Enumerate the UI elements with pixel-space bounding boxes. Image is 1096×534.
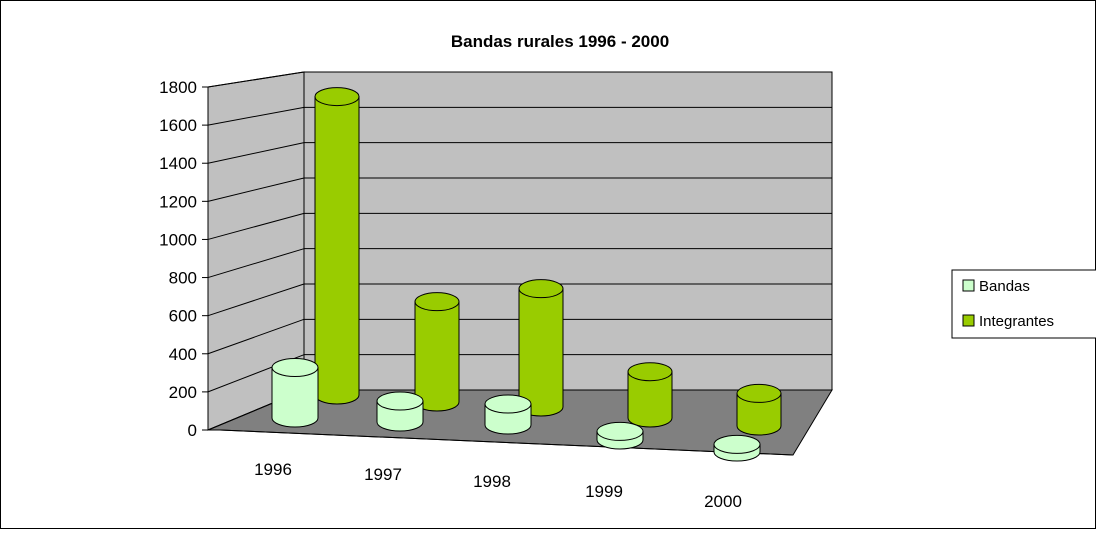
bar-integrantes-1997-top (414, 292, 460, 312)
x-tick-label: 1999 (585, 482, 623, 501)
legend-label-integrantes: Integrantes (979, 313, 1054, 330)
bar-integrantes-1998-body (518, 288, 564, 417)
gridline-side (207, 71, 305, 88)
gridline-side (207, 142, 305, 164)
x-tick-label: 2000 (704, 492, 742, 511)
y-tick-label: 0 (188, 421, 197, 440)
bar-integrantes-1999 (627, 362, 673, 428)
legend: Bandas Integrantes (951, 269, 1096, 339)
y-axis: 0 200 400 600 800 1000 1200 1400 1600 1800 (159, 78, 208, 440)
y-tick-label: 1200 (159, 192, 197, 211)
bar-bandas-1996-body (271, 367, 319, 428)
bar-integrantes-1999-body (627, 371, 673, 428)
gridline-side (207, 177, 305, 202)
bar-bandas-1997-top (376, 391, 424, 411)
bar-bandas-1999-top (596, 421, 644, 441)
y-tick-label: 1400 (159, 154, 197, 173)
x-tick-label: 1998 (473, 472, 511, 491)
gridlines (207, 71, 832, 431)
gridline-side (207, 106, 305, 126)
y-tick-label: 200 (169, 383, 197, 402)
bar-bandas-2000 (713, 434, 761, 462)
bar-integrantes-1999-top (627, 362, 673, 382)
bar-integrantes-1996 (314, 87, 360, 405)
bar-integrantes-1998-top (518, 279, 564, 299)
legend-swatch-bandas (962, 279, 975, 292)
bar-integrantes-1996-top (314, 87, 360, 107)
bar-integrantes-1996-body (314, 96, 360, 405)
x-axis: 1996 1997 1998 1999 2000 (254, 460, 742, 511)
bar-integrantes-2000-body (736, 392, 782, 436)
bar-integrantes-1997 (414, 292, 460, 412)
legend-swatch-integrantes (962, 314, 975, 327)
bar-bandas-1996-top (271, 358, 319, 378)
bar-integrantes-1997-body (414, 301, 460, 412)
legend-box (951, 269, 1096, 339)
x-axis-line (219, 429, 794, 456)
bar-bandas-1996 (271, 358, 319, 428)
chart-title: Bandas rurales 1996 - 2000 (451, 32, 669, 51)
x-tick-label: 1996 (254, 460, 292, 479)
bar-integrantes-1998 (518, 279, 564, 417)
y-tick-label: 1800 (159, 78, 197, 97)
y-tick-label: 1000 (159, 230, 197, 249)
bar-bandas-1998-top (484, 394, 532, 414)
legend-label-bandas: Bandas (979, 278, 1030, 295)
bars (271, 87, 782, 462)
y-tick-label: 1600 (159, 116, 197, 135)
back-wall (303, 71, 833, 391)
x-tick-label: 1997 (364, 465, 402, 484)
y-tick-label: 600 (169, 307, 197, 326)
gridline-side (207, 248, 305, 279)
bar-bandas-1999 (596, 421, 644, 450)
y-tick-label: 400 (169, 345, 197, 364)
y-tick-label: 800 (169, 269, 197, 288)
gridline-side (207, 212, 305, 240)
gridline-side (207, 318, 305, 355)
bar-bandas-1997 (376, 391, 424, 432)
bar-bandas-1998 (484, 394, 532, 435)
bar-integrantes-2000 (736, 383, 782, 436)
bar-bandas-2000-top (713, 434, 761, 454)
gridline-side (207, 283, 305, 317)
bar-integrantes-2000-top (736, 383, 782, 403)
